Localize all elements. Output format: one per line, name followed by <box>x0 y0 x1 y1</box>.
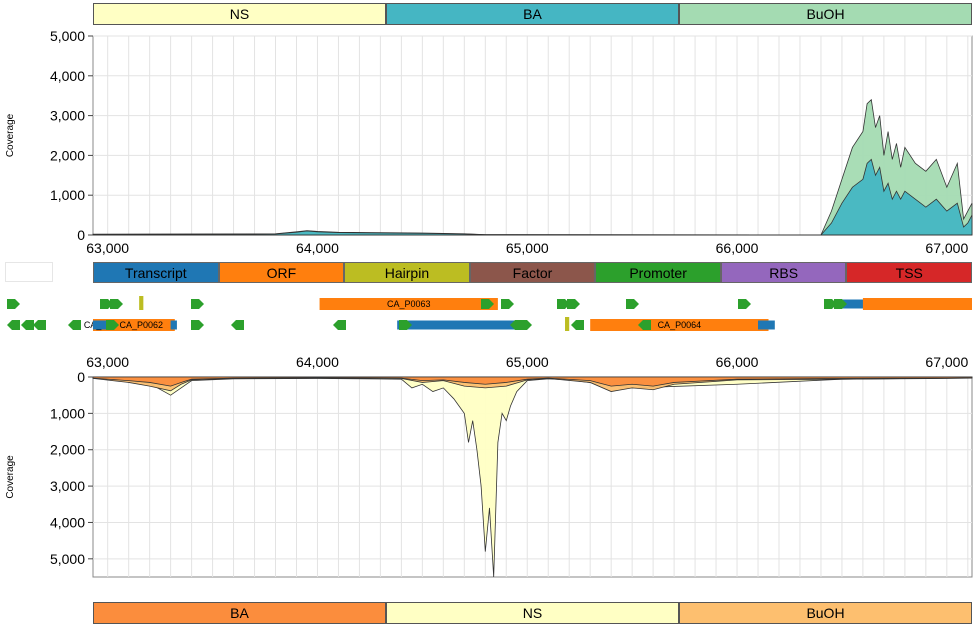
x-tick-label: 64,000 <box>296 354 339 370</box>
empty-legend-box <box>5 262 53 282</box>
x-tick-label: 67,000 <box>925 354 968 370</box>
x-tick-label: 67,000 <box>925 240 968 256</box>
legend-item-ba[interactable]: BA <box>386 3 679 25</box>
promoter-arrow <box>626 299 639 309</box>
y-tick-label: 3,000 <box>50 478 85 494</box>
feature-transcript <box>397 320 517 330</box>
promoter-arrow <box>106 320 119 330</box>
legend-item-buoh[interactable]: BuOH <box>679 602 972 624</box>
feature-label: CA_P0063 <box>387 299 431 309</box>
promoter-arrow <box>7 299 20 309</box>
feature-type-legend: Transcript ORF Hairpin Factor Promoter R… <box>93 262 973 283</box>
y-tick-label: 4,000 <box>50 68 85 84</box>
series-area-ba <box>92 376 973 387</box>
promoter-arrow <box>191 320 204 330</box>
x-tick-label: 63,000 <box>86 240 129 256</box>
feature-label: CA_P0062 <box>119 320 163 330</box>
promoter-arrow <box>638 320 651 330</box>
feature-hairpin <box>139 296 144 310</box>
x-tick-label: 66,000 <box>716 240 759 256</box>
y-tick-label: 0 <box>77 227 85 243</box>
x-tick-label: 65,000 <box>506 354 549 370</box>
plot-area <box>92 376 973 578</box>
y-tick-label: 1,000 <box>50 405 85 421</box>
promoter-arrow <box>567 299 580 309</box>
legend-item-buoh[interactable]: BuOH <box>679 3 972 25</box>
legend-item-ba[interactable]: BA <box>93 602 386 624</box>
y-axis-label: Coverage <box>5 455 16 499</box>
legend-item-factor[interactable]: Factor <box>469 262 596 283</box>
y-tick-label: 1,000 <box>50 187 85 203</box>
top-coverage-chart: 0 1,000 2,000 3,000 4,000 5,000 Coverage 63,000… <box>5 28 973 256</box>
x-tick-label: 63,000 <box>86 354 129 370</box>
x-tick-label: 64,000 <box>296 240 339 256</box>
promoter-arrow <box>501 299 514 309</box>
x-tick-label: 66,000 <box>716 354 759 370</box>
feature-transcript <box>170 320 177 330</box>
promoter-arrow <box>110 299 123 309</box>
y-tick-label: 2,000 <box>50 147 85 163</box>
feature-label: CA_P0064 <box>658 320 702 330</box>
feature-hairpin <box>565 317 570 331</box>
promoter-arrow <box>510 320 523 330</box>
legend-item-ns[interactable]: NS <box>93 3 386 25</box>
feature-transcript <box>841 299 868 309</box>
feature-transcript <box>758 320 775 330</box>
legend-item-orf[interactable]: ORF <box>218 262 345 283</box>
bottom-coverage-chart: 0 1,000 2,000 3,000 4,000 5,000 Coverage 63,000… <box>5 354 973 578</box>
feature-orf <box>862 298 972 310</box>
x-tick-label: 65,000 <box>506 240 549 256</box>
promoter-arrow <box>333 320 346 330</box>
promoter-arrow <box>481 299 494 309</box>
promoter-arrow <box>231 320 244 330</box>
promoter-arrow <box>7 320 20 330</box>
y-tick-label: 0 <box>77 369 85 385</box>
legend-item-ns[interactable]: NS <box>386 602 679 624</box>
promoter-arrow <box>834 299 847 309</box>
feature-orf <box>107 319 175 331</box>
promoter-arrow <box>191 299 204 309</box>
promoter-arrow <box>68 320 81 330</box>
promoter-arrow <box>21 320 34 330</box>
promoter-arrow <box>738 299 751 309</box>
bottom-sample-legend: BA NS BuOH <box>93 602 972 624</box>
legend-item-hairpin[interactable]: Hairpin <box>344 262 470 283</box>
y-tick-label: 5,000 <box>50 28 85 44</box>
top-sample-legend: NS BA BuOH <box>93 3 972 25</box>
promoter-arrow <box>100 299 113 309</box>
legend-item-promoter[interactable]: Promoter <box>595 262 721 283</box>
y-tick-label: 2,000 <box>50 442 85 458</box>
y-tick-label: 4,000 <box>50 514 85 530</box>
y-tick-label: 3,000 <box>50 108 85 124</box>
legend-item-transcript[interactable]: Transcript <box>93 262 219 283</box>
legend-item-tss[interactable]: TSS <box>846 262 973 283</box>
legend-item-rbs[interactable]: RBS <box>720 262 847 283</box>
promoter-arrow <box>33 320 46 330</box>
promoter-arrow <box>399 320 412 330</box>
plot-area <box>92 35 973 236</box>
series-area-ba <box>92 158 973 236</box>
y-axis-label: Coverage <box>5 113 16 157</box>
promoter-arrow <box>571 320 584 330</box>
promoter-arrow <box>557 299 570 309</box>
promoter-arrow <box>824 299 837 309</box>
y-tick-label: 5,000 <box>50 551 85 567</box>
feature-orf <box>590 319 769 331</box>
feature-orf <box>319 298 498 310</box>
